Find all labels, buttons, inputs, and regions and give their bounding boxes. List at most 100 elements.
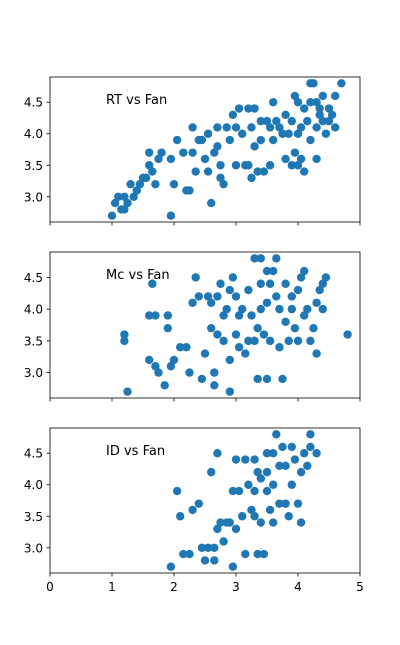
data-point	[275, 461, 284, 471]
data-point	[154, 368, 163, 377]
data-point	[216, 173, 225, 183]
data-point	[259, 330, 269, 339]
data-point	[145, 161, 154, 170]
data-point	[296, 273, 306, 282]
data-point	[256, 518, 265, 527]
data-point	[222, 123, 231, 132]
data-point	[213, 292, 222, 301]
data-point	[321, 273, 331, 282]
data-point	[225, 355, 234, 365]
data-point	[312, 298, 321, 307]
data-point	[337, 79, 346, 88]
data-point	[262, 374, 272, 384]
data-point	[244, 336, 253, 346]
data-point	[200, 556, 210, 565]
data-point	[207, 467, 216, 477]
data-point	[244, 161, 253, 170]
y-tick-label: 4.5	[24, 447, 43, 461]
data-point	[318, 91, 327, 101]
data-point	[234, 343, 244, 352]
data-point	[234, 311, 244, 320]
data-point	[213, 123, 222, 132]
data-point	[281, 279, 290, 288]
data-point	[287, 116, 296, 126]
data-point	[120, 192, 129, 201]
data-point	[265, 161, 275, 170]
axes-frame	[49, 427, 361, 574]
data-point	[176, 343, 185, 352]
data-point	[207, 323, 216, 333]
data-point	[256, 254, 265, 263]
data-point	[262, 467, 272, 477]
data-point	[321, 129, 331, 138]
data-point	[228, 110, 238, 120]
data-point	[275, 499, 284, 508]
data-point	[228, 486, 238, 496]
axes-frame	[49, 76, 361, 223]
data-point	[312, 98, 321, 107]
data-point	[148, 279, 157, 288]
data-point	[253, 467, 262, 477]
data-point	[151, 311, 160, 320]
data-point	[300, 167, 309, 176]
x-tick-label: 4	[294, 580, 302, 594]
data-point	[293, 285, 303, 295]
data-point	[123, 198, 132, 208]
data-point	[250, 486, 259, 496]
data-point	[265, 123, 275, 132]
data-point	[272, 292, 281, 301]
data-point	[185, 368, 194, 377]
data-point	[154, 154, 163, 164]
y-tick-label: 4.5	[24, 271, 43, 285]
data-point	[231, 455, 241, 464]
data-point	[225, 387, 234, 396]
data-point	[315, 110, 324, 120]
data-point	[247, 505, 256, 515]
data-point	[253, 374, 262, 384]
data-point	[216, 518, 225, 527]
panel-label: ID vs Fan	[106, 444, 165, 459]
data-point	[151, 362, 160, 371]
data-point	[203, 167, 213, 176]
data-point	[231, 524, 241, 534]
data-point	[272, 116, 281, 126]
y-tick-label: 3.5	[24, 334, 43, 348]
data-point	[238, 129, 247, 138]
data-point	[166, 562, 176, 571]
data-point	[278, 129, 287, 138]
x-tick-label: 5	[356, 580, 364, 594]
data-point	[303, 461, 312, 471]
data-point	[300, 266, 309, 276]
data-point	[265, 336, 275, 346]
data-point	[306, 336, 315, 346]
data-point	[287, 161, 296, 170]
data-point	[287, 480, 296, 489]
data-point	[287, 442, 296, 452]
data-point	[281, 154, 290, 164]
data-point	[238, 304, 247, 314]
data-point	[200, 349, 210, 358]
data-point	[163, 311, 172, 320]
data-point	[303, 116, 312, 126]
data-point	[309, 79, 318, 88]
data-point	[253, 549, 262, 559]
data-point	[262, 116, 272, 126]
data-point	[194, 499, 203, 508]
data-point	[293, 98, 303, 107]
data-point	[135, 179, 145, 189]
data-point	[145, 355, 154, 365]
subplot-1: 3.0 3.5 4.0 4.5 RT vs Fan	[24, 76, 361, 226]
data-point	[290, 148, 300, 157]
data-point	[253, 167, 262, 176]
data-point	[306, 430, 315, 439]
data-point	[318, 116, 327, 126]
data-point	[281, 317, 290, 327]
data-point	[293, 161, 303, 170]
data-point	[278, 374, 287, 384]
panel-label: Mc vs Fan	[106, 268, 170, 283]
data-point	[309, 323, 318, 333]
data-point	[132, 186, 141, 195]
data-point	[296, 467, 306, 477]
data-point	[262, 266, 272, 276]
data-point	[265, 505, 275, 515]
